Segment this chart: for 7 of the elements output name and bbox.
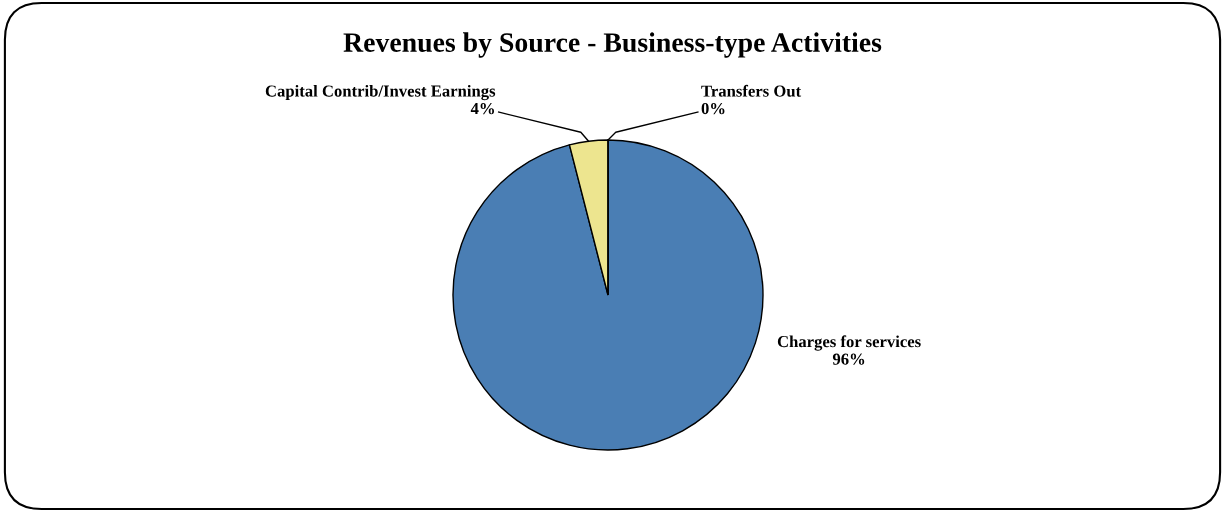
data-label: 96% (832, 353, 865, 365)
text: 0% (701, 102, 725, 115)
slice-label: Charges for services (777, 335, 921, 351)
category-label: Transfers Out (701, 84, 802, 97)
slice-label: Capital Contrib/Invest Earnings (265, 84, 496, 101)
chart-title: Revenues by Source - Business-type Activities (343, 32, 882, 58)
data-label: 4% (470, 102, 495, 115)
